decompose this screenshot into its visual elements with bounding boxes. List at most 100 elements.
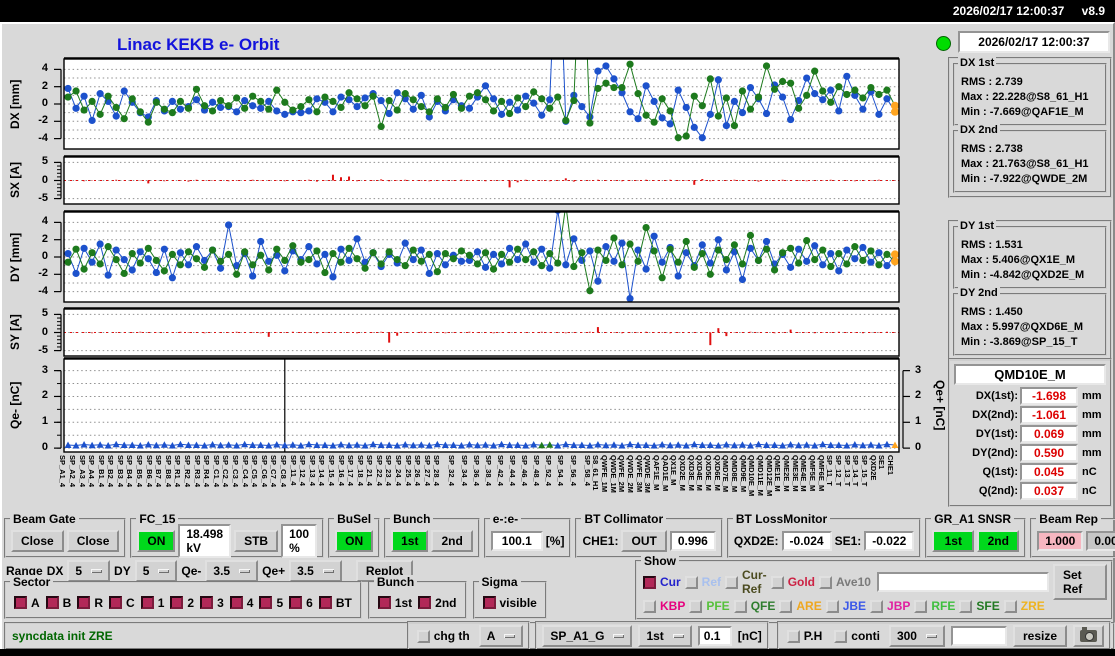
option-menu-dash-icon (91, 569, 103, 573)
bpm-label: SP_27_4 (422, 455, 432, 486)
show-ave10-checkbox[interactable] (819, 575, 833, 589)
set-ref-button[interactable]: Set Ref (1052, 564, 1107, 600)
range-qem-label: Qe- (181, 564, 202, 578)
sector-4-checkbox[interactable] (229, 596, 243, 609)
show-are-checkbox[interactable] (779, 599, 793, 613)
sector-1-checkbox[interactable] (140, 596, 154, 609)
chg-th-label: chg th (433, 629, 470, 643)
show-gold-label: Gold (787, 575, 816, 589)
dy-ytick: -2 (38, 267, 48, 280)
show-cur-checkbox[interactable] (643, 575, 656, 589)
device-select[interactable]: SP_A1_G (542, 625, 633, 647)
show-qfe-checkbox[interactable] (733, 599, 747, 613)
dy1-title: DY 1st (958, 220, 997, 232)
sector-1-item: 1 (140, 595, 165, 610)
busel-on-button[interactable]: ON (335, 529, 374, 552)
monitor-row-label: DY(2nd): (972, 447, 1018, 459)
bpm-label: SP_26_4 (413, 455, 423, 486)
show-pfe-checkbox[interactable] (689, 599, 703, 613)
sigma-visible-checkbox[interactable] (482, 596, 496, 609)
monitor-row-value: 0.045 (1020, 463, 1078, 481)
bpm-label: QME2E_M (781, 455, 791, 492)
show-rfe-checkbox[interactable] (914, 599, 928, 613)
sector-A-checkbox[interactable] (14, 596, 27, 609)
bpm-label: SP_C2_4 (221, 455, 231, 488)
qe-axis-title: Qe- [nC] (8, 381, 22, 430)
conti-checkbox[interactable] (834, 629, 848, 643)
se1-value: -0.022 (864, 530, 915, 551)
beam-gate-close-button-2[interactable]: Close (66, 529, 120, 552)
show-gold-checkbox[interactable] (770, 575, 784, 589)
sector-2-checkbox[interactable] (170, 596, 184, 609)
sector-6-checkbox[interactable] (289, 596, 303, 609)
sx-plot (54, 155, 900, 205)
dy1-stats-group: DY 1st RMS : 1.531 Max : 5.406@QX1E_M Mi… (953, 220, 1107, 289)
sector-6-item: 6 (289, 596, 313, 610)
dx2-max: Max : 21.763@S8_61_H1 (961, 158, 1089, 170)
show-jbe-checkbox[interactable] (825, 599, 839, 613)
threshold-input[interactable] (697, 626, 732, 646)
show-qfe-item: QFE (733, 599, 775, 613)
range-dx-select[interactable]: 5 (67, 560, 111, 582)
fc15-stb-button[interactable]: STB (234, 529, 279, 552)
dy-stats-panel: DY 1st RMS : 1.531 Max : 5.406@QX1E_M Mi… (948, 220, 1112, 361)
range-qem-select[interactable]: 3.5 (205, 560, 259, 582)
show-ref-checkbox[interactable] (684, 575, 698, 589)
bunch-filter-2nd-checkbox[interactable] (418, 596, 432, 609)
sector-5-checkbox[interactable] (259, 596, 273, 609)
extra-input[interactable] (950, 626, 1007, 646)
sector-BT-checkbox[interactable] (318, 596, 332, 609)
points-select[interactable]: 300 (888, 625, 945, 647)
beam-gate-close-button-1[interactable]: Close (11, 529, 64, 552)
dx-ytick: 0 (41, 97, 48, 109)
sector-B-checkbox[interactable] (45, 596, 59, 609)
fc15-on-button[interactable]: ON (137, 529, 176, 552)
bunch-filter-1st-checkbox[interactable] (377, 596, 391, 609)
ref-file-input[interactable] (876, 572, 1049, 592)
ph-checkbox[interactable] (786, 629, 800, 643)
bpm-label: SP_25_4 (403, 455, 413, 486)
qe-plot (54, 357, 910, 453)
bpm-label: SP_A4_4 (87, 455, 97, 488)
sector-1-label: 1 (157, 595, 165, 610)
nc-unit-label: [nC] (737, 629, 762, 643)
show-sfe-checkbox[interactable] (959, 599, 973, 613)
sector-C-checkbox[interactable] (109, 596, 123, 609)
status-led-icon (936, 36, 951, 51)
bunch-filter-1st-item: 1st (377, 596, 412, 610)
show-rfe-label: RFE (931, 599, 956, 613)
dy1-max: Max : 5.406@QX1E_M (961, 254, 1076, 266)
gr-snsr-2nd-button[interactable]: 2nd (977, 529, 1020, 552)
range-qep-label: Qe+ (262, 564, 286, 578)
th-select[interactable]: A (478, 625, 524, 647)
ee-ratio-group: e-:e- 100.1 [%] (483, 512, 572, 558)
range-dx-label: DX (46, 564, 64, 578)
range-qep-select[interactable]: 3.5 (289, 560, 342, 582)
resize-button[interactable]: resize (1012, 625, 1067, 647)
dx-plot (54, 57, 900, 150)
bunch-1st-button[interactable]: 1st (391, 529, 429, 552)
dx-ytick: 4 (41, 62, 48, 75)
sector-R-checkbox[interactable] (77, 596, 91, 609)
show-kbp-checkbox[interactable] (643, 599, 656, 613)
bpm-label: SP_23_4 (384, 455, 394, 486)
bunch-2nd-button[interactable]: 2nd (431, 529, 473, 552)
show-row1-items: Cur Ref Cur-Ref Gold Ave10 (641, 568, 873, 596)
option-menu-dash-icon (322, 569, 334, 573)
show-jbp-item: JBP (870, 599, 910, 613)
range-dy-select[interactable]: 5 (134, 560, 178, 582)
che1-out-button[interactable]: OUT (621, 529, 667, 552)
sector-3-checkbox[interactable] (200, 596, 214, 609)
show-jbp-checkbox[interactable] (870, 599, 884, 613)
bunch-select[interactable]: 1st (638, 625, 692, 647)
bpm-label: SP_C5_4 (250, 455, 260, 488)
show-cur-label: Cur (660, 575, 681, 589)
show-zre-checkbox[interactable] (1003, 599, 1017, 613)
ee-ratio-value: 100.1 (490, 530, 543, 551)
sigma-visible-label: visible (499, 595, 537, 610)
chg-th-checkbox[interactable] (416, 629, 430, 643)
snapshot-button[interactable] (1073, 625, 1104, 647)
show-cur-ref-checkbox[interactable] (725, 575, 739, 589)
gr-snsr-1st-button[interactable]: 1st (932, 529, 975, 552)
bpm-label: QWDE_2M (626, 455, 636, 493)
